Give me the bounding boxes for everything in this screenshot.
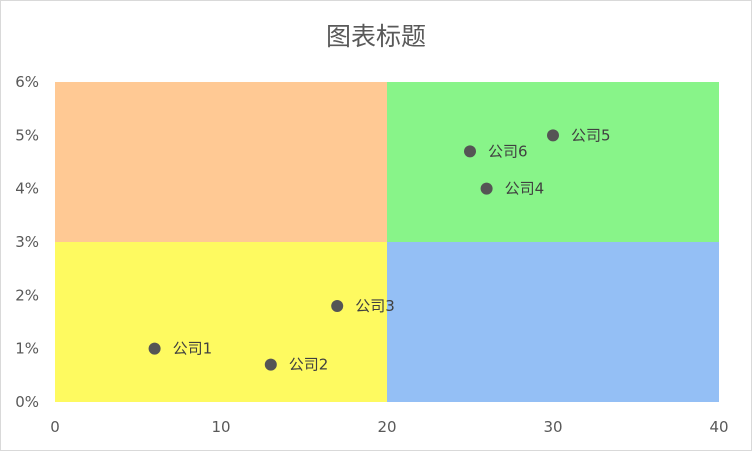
x-tick-label: 30 <box>543 418 562 436</box>
data-point <box>464 145 476 158</box>
data-point <box>264 358 277 371</box>
data-points: 公司1 公司2 公司3 公司4 公司5 公司6 <box>148 126 611 374</box>
y-tick-label: 6% <box>15 73 39 91</box>
y-tick-label: 2% <box>15 286 39 304</box>
y-tick-label: 1% <box>15 340 39 358</box>
y-tick-label: 4% <box>15 180 39 198</box>
quadrant-top-right <box>387 82 719 242</box>
data-point-label: 公司2 <box>289 356 329 374</box>
x-tick-label: 40 <box>709 418 728 436</box>
quadrant-top-left <box>55 82 387 242</box>
quadrant-bottom-left <box>55 242 387 402</box>
x-tick-label: 0 <box>50 418 60 436</box>
x-axis-ticks: 0 10 20 30 40 <box>50 418 728 436</box>
quadrant-backgrounds <box>55 82 719 402</box>
y-tick-label: 0% <box>15 393 39 411</box>
data-point <box>331 300 344 312</box>
data-point-label: 公司4 <box>505 180 545 198</box>
x-tick-label: 10 <box>211 418 230 436</box>
quadrant-bottom-right <box>387 242 719 402</box>
y-tick-label: 3% <box>15 233 39 251</box>
chart-title: 图表标题 <box>326 22 426 51</box>
data-point-label: 公司3 <box>355 297 395 315</box>
data-point-label: 公司1 <box>173 340 213 358</box>
data-point <box>547 129 559 142</box>
data-point <box>148 342 161 355</box>
y-tick-label: 5% <box>15 126 39 144</box>
data-point-label: 公司5 <box>571 126 611 144</box>
x-tick-label: 20 <box>377 418 396 436</box>
data-point <box>480 182 493 195</box>
data-point-label: 公司6 <box>488 142 528 160</box>
y-axis-ticks: 0% 1% 2% 3% 4% 5% 6% <box>15 73 39 411</box>
